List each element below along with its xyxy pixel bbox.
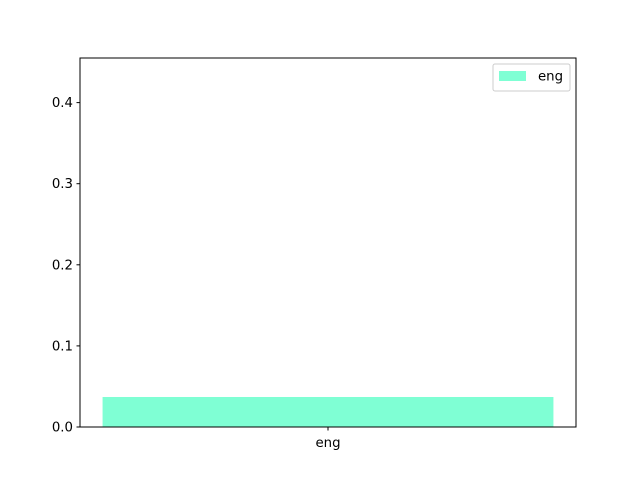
x-axis: eng: [315, 427, 341, 451]
bar-eng: [102, 396, 554, 427]
legend-label: eng: [538, 70, 563, 85]
legend-swatch: [499, 71, 526, 81]
plot-frame: [79, 57, 577, 428]
y-tick-label: 0.4: [52, 96, 73, 111]
x-tick-label: eng: [315, 436, 340, 451]
bars-group: [102, 396, 554, 427]
legend: eng: [492, 63, 571, 92]
y-tick-label: 0.0: [52, 421, 73, 436]
y-axis: 0.0 0.1 0.2 0.3 0.4: [52, 96, 80, 436]
y-tick-label: 0.1: [52, 339, 73, 354]
y-tick-label: 0.3: [52, 177, 73, 192]
legend-frame: [492, 63, 571, 92]
y-tick-label: 0.2: [52, 258, 73, 273]
